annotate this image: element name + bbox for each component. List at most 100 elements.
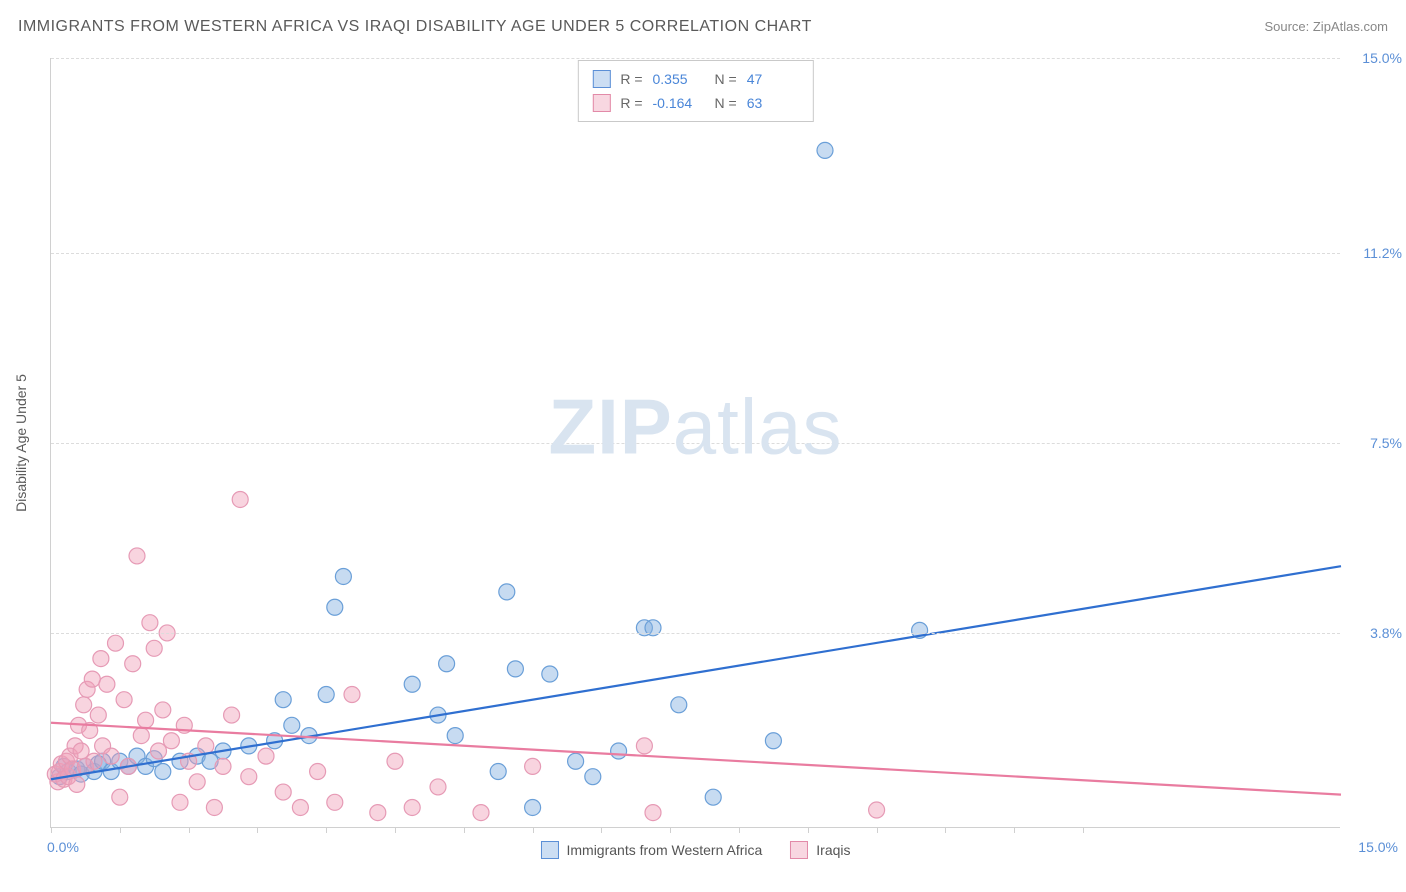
- data-point: [636, 738, 652, 754]
- legend-item-pink: Iraqis: [790, 841, 850, 859]
- xtick: [1014, 827, 1015, 833]
- legend-label-pink: Iraqis: [816, 842, 850, 858]
- data-point: [499, 584, 515, 600]
- ytick-label: 3.8%: [1347, 625, 1402, 641]
- data-point: [611, 743, 627, 759]
- data-point: [525, 799, 541, 815]
- n-value-blue: 47: [747, 67, 799, 91]
- data-point: [142, 615, 158, 631]
- xtick-label-max: 15.0%: [1358, 839, 1398, 855]
- data-point: [318, 687, 334, 703]
- xtick: [1083, 827, 1084, 833]
- xtick: [670, 827, 671, 833]
- data-point: [525, 758, 541, 774]
- data-point: [490, 764, 506, 780]
- xtick-label-min: 0.0%: [47, 839, 79, 855]
- xtick: [877, 827, 878, 833]
- swatch-pink-icon: [790, 841, 808, 859]
- xtick: [464, 827, 465, 833]
- n-value-pink: 63: [747, 91, 799, 115]
- r-value-pink: -0.164: [653, 91, 705, 115]
- data-point: [172, 794, 188, 810]
- data-point: [705, 789, 721, 805]
- data-point: [671, 697, 687, 713]
- data-point: [206, 799, 222, 815]
- xtick: [51, 827, 52, 833]
- data-point: [869, 802, 885, 818]
- series-legend: Immigrants from Western Africa Iraqis: [540, 841, 850, 859]
- data-point: [473, 805, 489, 821]
- data-point: [103, 748, 119, 764]
- data-point: [817, 142, 833, 158]
- n-label: N =: [715, 67, 737, 91]
- xtick: [395, 827, 396, 833]
- data-point: [568, 753, 584, 769]
- data-point: [241, 769, 257, 785]
- gridline: [51, 58, 1340, 59]
- data-point: [542, 666, 558, 682]
- data-point: [387, 753, 403, 769]
- swatch-pink-icon: [592, 94, 610, 112]
- data-point: [430, 779, 446, 795]
- data-point: [73, 743, 89, 759]
- data-point: [327, 599, 343, 615]
- ytick-label: 7.5%: [1347, 435, 1402, 451]
- gridline: [51, 253, 1340, 254]
- n-label: N =: [715, 91, 737, 115]
- data-point: [224, 707, 240, 723]
- xtick: [945, 827, 946, 833]
- data-point: [125, 656, 141, 672]
- xtick: [257, 827, 258, 833]
- data-point: [404, 799, 420, 815]
- data-point: [198, 738, 214, 754]
- data-point: [439, 656, 455, 672]
- data-point: [69, 776, 85, 792]
- data-point: [155, 702, 171, 718]
- r-label: R =: [620, 67, 642, 91]
- data-point: [404, 676, 420, 692]
- data-point: [112, 789, 128, 805]
- source-label: Source: ZipAtlas.com: [1264, 19, 1388, 34]
- r-value-blue: 0.355: [653, 67, 705, 91]
- data-point: [133, 728, 149, 744]
- data-point: [232, 491, 248, 507]
- xtick: [739, 827, 740, 833]
- data-point: [116, 692, 132, 708]
- chart-title: IMMIGRANTS FROM WESTERN AFRICA VS IRAQI …: [18, 18, 812, 36]
- xtick: [601, 827, 602, 833]
- xtick: [189, 827, 190, 833]
- data-point: [129, 548, 145, 564]
- data-point: [370, 805, 386, 821]
- data-point: [507, 661, 523, 677]
- data-point: [90, 707, 106, 723]
- xtick: [120, 827, 121, 833]
- data-point: [335, 568, 351, 584]
- legend-item-blue: Immigrants from Western Africa: [540, 841, 762, 859]
- data-point: [344, 687, 360, 703]
- data-point: [310, 764, 326, 780]
- data-point: [93, 651, 109, 667]
- data-point: [108, 635, 124, 651]
- xtick: [808, 827, 809, 833]
- data-point: [284, 717, 300, 733]
- legend-row-pink: R = -0.164 N = 63: [592, 91, 798, 115]
- data-point: [76, 697, 92, 713]
- legend-label-blue: Immigrants from Western Africa: [566, 842, 762, 858]
- data-point: [258, 748, 274, 764]
- data-point: [447, 728, 463, 744]
- swatch-blue-icon: [592, 70, 610, 88]
- data-point: [146, 640, 162, 656]
- y-axis-title: Disability Age Under 5: [13, 374, 29, 512]
- data-point: [215, 758, 231, 774]
- data-point: [189, 774, 205, 790]
- data-point: [151, 743, 167, 759]
- data-point: [155, 764, 171, 780]
- data-point: [86, 753, 102, 769]
- ytick-label: 15.0%: [1347, 50, 1402, 66]
- data-point: [585, 769, 601, 785]
- plot-area: Disability Age Under 5 ZIPatlas R = 0.35…: [50, 58, 1340, 828]
- data-point: [275, 692, 291, 708]
- xtick: [326, 827, 327, 833]
- data-point: [163, 733, 179, 749]
- ytick-label: 11.2%: [1347, 245, 1402, 261]
